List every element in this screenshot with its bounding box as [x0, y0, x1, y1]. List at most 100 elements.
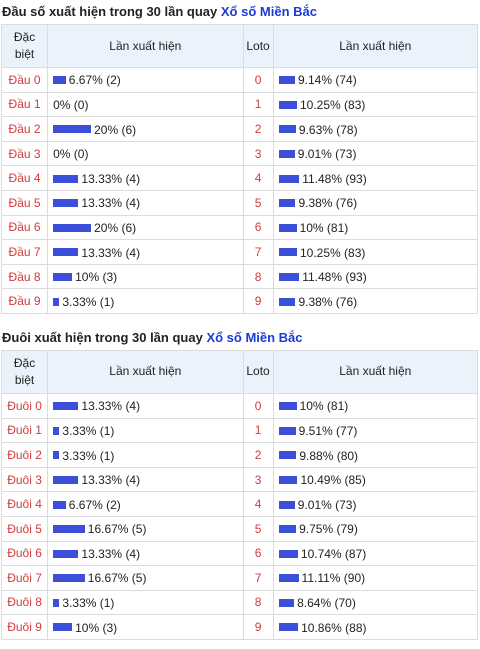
loto-frequency-cell: 10.25% (83): [272, 239, 479, 265]
frequency-value: 10% (3): [75, 620, 118, 635]
frequency-cell: 10% (3): [47, 263, 244, 290]
frequency-cell: 6.67% (2): [47, 491, 244, 517]
loto-digit: 8: [242, 589, 274, 616]
loto-frequency-bar: [278, 549, 298, 558]
header-special-line2: biệt: [14, 47, 35, 61]
loto-digit: 6: [242, 214, 274, 241]
header-frequency: Lần xuất hiện: [47, 24, 244, 68]
frequency-value: 3.33% (1): [62, 595, 115, 610]
frequency-cell: 13.33% (4): [47, 239, 244, 265]
frequency-value: 0% (0): [53, 146, 89, 161]
row-label: Đầu 0: [0, 67, 49, 93]
table-row: Đầu 7 13.33% (4) 7 10.25% (83): [0, 239, 479, 265]
loto-frequency-cell: 9.01% (73): [272, 491, 479, 517]
head-stats-section: Đầu số xuất hiện trong 30 lần quay Xổ số…: [0, 0, 480, 314]
table-row: Đầu 3 0% (0) 3 9.01% (73): [0, 140, 479, 167]
row-label: Đầu 9: [0, 288, 49, 314]
loto-frequency-cell: 9.88% (80): [272, 442, 479, 468]
loto-frequency-value: 10.25% (83): [300, 97, 366, 112]
frequency-cell: 13.33% (4): [47, 392, 244, 419]
lottery-link[interactable]: Xổ số Miền Bắc: [220, 4, 317, 19]
row-label: Đuôi 4: [0, 491, 49, 517]
loto-frequency-bar: [278, 100, 297, 109]
frequency-value: 10% (3): [75, 269, 118, 284]
table-header-row: Đặc biệt Lần xuất hiện Loto Lần xuất hiện: [0, 349, 479, 394]
loto-frequency-cell: 10.25% (83): [272, 91, 479, 118]
frequency-value: 13.33% (4): [81, 245, 141, 260]
tail-stats-body: Đuôi 0 13.33% (4) 0 10% (81) Đuôi 1 3.33% (1)…: [0, 392, 479, 640]
frequency-cell: 0% (0): [47, 91, 244, 118]
loto-digit: 8: [242, 263, 274, 290]
row-label: Đuôi 2: [0, 442, 49, 468]
frequency-bar: [53, 76, 66, 85]
loto-frequency-value: 10.49% (85): [300, 472, 366, 487]
frequency-cell: 3.33% (1): [47, 442, 244, 468]
frequency-bar: [53, 598, 60, 607]
loto-frequency-cell: 10% (81): [272, 214, 479, 241]
frequency-cell: 13.33% (4): [47, 165, 244, 191]
loto-frequency-bar: [278, 248, 297, 257]
tail-stats-section: Đuôi xuất hiện trong 30 lần quay Xổ số M…: [0, 326, 480, 640]
frequency-value: 20% (6): [94, 220, 137, 235]
row-label: Đuôi 7: [0, 565, 49, 591]
frequency-bar: [53, 402, 79, 411]
loto-digit: 1: [242, 417, 274, 444]
frequency-bar: [53, 426, 60, 435]
frequency-bar: [53, 174, 79, 183]
loto-frequency-value: 9.01% (73): [297, 146, 357, 161]
row-label: Đầu 4: [0, 165, 49, 191]
loto-digit: 0: [242, 392, 274, 419]
loto-frequency-cell: 9.63% (78): [272, 116, 479, 142]
table-row: Đuôi 5 16.67% (5) 5 9.75% (79): [0, 515, 479, 542]
table-row: Đầu 6 20% (6) 6 10% (81): [0, 214, 479, 241]
frequency-bar: [53, 623, 73, 632]
table-row: Đuôi 3 13.33% (4) 3 10.49% (85): [0, 466, 479, 493]
loto-frequency-bar: [278, 402, 297, 411]
frequency-value: 6.67% (2): [68, 497, 121, 512]
frequency-value: 13.33% (4): [81, 399, 141, 414]
loto-frequency-cell: 8.64% (70): [272, 589, 479, 616]
loto-frequency-value: 9.88% (80): [299, 448, 359, 463]
loto-frequency-value: 9.75% (79): [299, 522, 358, 537]
frequency-cell: 13.33% (4): [47, 189, 244, 216]
loto-frequency-cell: 9.38% (76): [272, 189, 479, 216]
table-row: Đuôi 7 16.67% (5) 7 11.11% (90): [0, 565, 479, 591]
frequency-bar: [53, 451, 60, 460]
row-label: Đuôi 6: [0, 540, 49, 567]
table-row: Đuôi 0 13.33% (4) 0 10% (81): [0, 392, 479, 419]
frequency-bar: [53, 297, 60, 306]
frequency-value: 0% (0): [53, 97, 89, 112]
section-title: Đuôi xuất hiện trong 30 lần quay Xổ số M…: [0, 326, 480, 350]
header-special: Đặc biệt: [0, 24, 49, 68]
row-label: Đuôi 3: [0, 466, 49, 493]
frequency-bar: [53, 574, 85, 583]
header-special-line2: biệt: [14, 372, 35, 387]
loto-frequency-cell: 10.74% (87): [272, 540, 479, 567]
loto-frequency-bar: [278, 623, 299, 632]
frequency-value: 6.67% (2): [68, 73, 121, 88]
loto-frequency-cell: 11.48% (93): [272, 165, 479, 191]
frequency-cell: 16.67% (5): [47, 565, 244, 591]
frequency-value: 20% (6): [94, 122, 137, 137]
lottery-link[interactable]: Xổ số Miền Bắc: [206, 329, 303, 345]
table-row: Đầu 4 13.33% (4) 4 11.48% (93): [0, 165, 479, 191]
loto-digit: 2: [242, 116, 274, 142]
loto-digit: 5: [242, 515, 274, 542]
head-stats-body: Đầu 0 6.67% (2) 0 9.14% (74) Đầu 1 0% (0) 1 10.…: [0, 67, 479, 314]
loto-frequency-bar: [278, 475, 298, 484]
loto-frequency-value: 9.63% (78): [298, 122, 358, 137]
frequency-bar: [53, 199, 79, 208]
row-label: Đuôi 0: [0, 392, 49, 419]
loto-frequency-value: 10.74% (87): [300, 546, 367, 561]
section-title-text: Đầu số xuất hiện trong 30 lần quay: [2, 4, 218, 19]
table-row: Đuôi 2 3.33% (1) 2 9.88% (80): [0, 442, 479, 468]
loto-frequency-cell: 9.38% (76): [272, 288, 479, 314]
row-label: Đầu 3: [0, 140, 49, 167]
loto-frequency-bar: [278, 223, 297, 232]
table-row: Đuôi 1 3.33% (1) 1 9.51% (77): [0, 417, 479, 444]
loto-frequency-cell: 11.11% (90): [272, 565, 479, 591]
section-title: Đầu số xuất hiện trong 30 lần quay Xổ số…: [0, 0, 480, 24]
frequency-value: 3.33% (1): [62, 448, 115, 463]
loto-frequency-value: 9.38% (76): [298, 294, 358, 309]
frequency-cell: 13.33% (4): [47, 540, 244, 567]
